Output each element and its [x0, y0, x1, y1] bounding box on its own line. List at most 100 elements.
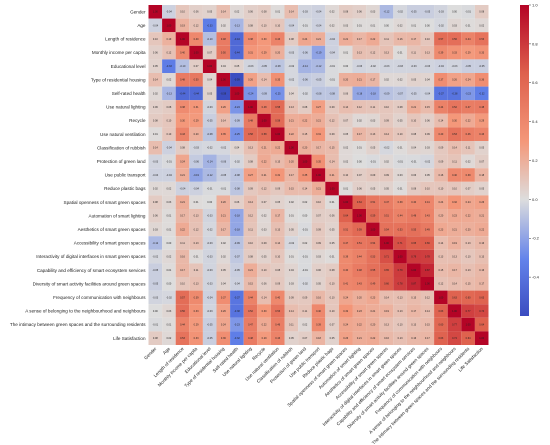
cell-value-label: 0.29: [262, 52, 267, 55]
heatmap-cell: [202, 290, 217, 305]
heatmap-cell: [474, 290, 489, 305]
cell-value-label: -0.38: [452, 92, 458, 95]
row-label-accessibility-of-smart-green-spaces: Accessibility of smart green spaces: [74, 241, 146, 246]
heatmap-cell: [366, 154, 380, 169]
heatmap-cell: [366, 181, 380, 196]
cell-value-label: 0.65: [411, 242, 416, 245]
heatmap-cell: [243, 317, 258, 332]
cell-value-label: -0.03: [248, 65, 254, 68]
heatmap-cell: [420, 100, 435, 114]
cell-value-label: -0.25: [234, 133, 240, 136]
heatmap-cell: [284, 18, 299, 33]
cell-value-label: -0.05: [316, 79, 322, 82]
cell-value-label: 0.63: [438, 310, 443, 313]
heatmap-cell: [393, 249, 407, 264]
heatmap-cell: [298, 168, 312, 182]
cell-value-label: 0.71: [384, 256, 389, 259]
cell-value-label: 0.02: [262, 215, 267, 218]
cell-value-label: 0.11: [371, 106, 376, 109]
cell-value-label: 0.77: [452, 324, 457, 327]
heatmap-cell: [202, 127, 217, 141]
cell-value-label: -0.25: [275, 92, 281, 95]
heatmap-cell: [338, 195, 353, 209]
heatmap-cell: [393, 317, 407, 332]
heatmap-cell: [202, 141, 217, 155]
cell-value-label: 0.06: [153, 215, 158, 218]
heatmap-cell: [148, 222, 163, 237]
heatmap-cell: [189, 86, 203, 101]
heatmap-cell: [474, 32, 489, 46]
cell-value-label: 0.02: [289, 201, 294, 204]
heatmap-cell: [420, 317, 435, 332]
heatmap-cell: [311, 222, 326, 237]
cell-value-label: 0.05: [289, 337, 294, 340]
heatmap-cell: [202, 222, 217, 237]
heatmap-cell: [352, 154, 367, 169]
cell-value-label: 0.03: [289, 283, 294, 286]
heatmap-cell: [434, 331, 448, 345]
cell-value-label: 0.22: [466, 215, 471, 218]
cell-value-label: 0.05: [398, 120, 403, 123]
cell-value-label: 0.10: [425, 188, 430, 191]
heatmap-cell: [270, 331, 285, 345]
colorbar-tick-label: 0.6: [532, 80, 538, 85]
heatmap-cell: [230, 5, 244, 19]
heatmap-cell: [366, 5, 380, 19]
heatmap-cell: [325, 331, 339, 345]
cell-value-label: 0.65: [384, 269, 389, 272]
cell-value-label: -0.18: [356, 92, 362, 95]
heatmap-cell: [406, 113, 421, 128]
heatmap-cell: [284, 290, 299, 305]
cell-value-label: 0.10: [275, 24, 280, 27]
cell-value-label: 0.15: [275, 160, 280, 163]
heatmap-cell: [148, 5, 163, 19]
cell-value-label: 0.15: [425, 324, 430, 327]
cell-value-label: -0.05: [152, 283, 158, 286]
heatmap-cell: [366, 168, 380, 182]
heatmap-cell: [379, 86, 394, 101]
heatmap-cell: [447, 209, 462, 223]
heatmap-cell: [243, 236, 258, 250]
heatmap-cell: [434, 127, 448, 141]
cell-value-label: 0.01: [166, 215, 171, 218]
cell-value-label: 0.06: [357, 188, 362, 191]
cell-value-label: 0.41: [343, 283, 348, 286]
heatmap-cell: [257, 113, 271, 128]
cell-value-label: 0.06: [330, 215, 335, 218]
cell-value-label: 0.00: [452, 11, 457, 14]
cell-value-label: 0.60: [466, 296, 471, 299]
colorbar: 1.0 0.8 0.6 0.4 0.2 0.0 -0.2 -0.4: [520, 2, 540, 316]
cell-value-label: -0.05: [424, 11, 430, 14]
heatmap-cell: [257, 73, 271, 87]
heatmap-cell: [366, 236, 380, 250]
cell-value-label: 0.40: [452, 174, 457, 177]
heatmap-cell: [311, 209, 326, 223]
heatmap-cell: [406, 168, 421, 182]
heatmap-cell: [230, 317, 244, 332]
cell-value-label: -0.09: [234, 242, 240, 245]
heatmap-cell: [447, 195, 462, 209]
cell-value-label: 0.03: [343, 24, 348, 27]
heatmap-cell: [298, 86, 312, 101]
cell-value-label: -0.08: [316, 92, 322, 95]
heatmap-cell: [352, 290, 367, 305]
cell-value-label: 0.59: [357, 228, 362, 231]
heatmap-cell: [189, 100, 203, 114]
cell-value-label: 0.47: [466, 106, 471, 109]
heatmap-cell: [474, 249, 489, 264]
cell-value-label: 0.09: [275, 188, 280, 191]
heatmap-cell: [434, 317, 448, 332]
cell-value-label: 0.48: [180, 79, 185, 82]
cell-value-label: 0.13: [411, 324, 416, 327]
cell-value-label: 0.03: [370, 120, 375, 123]
cell-value-label: -0.03: [207, 106, 213, 109]
heatmap-cell: [474, 304, 489, 318]
cell-value-label: 1.00: [398, 256, 403, 259]
cell-value-label: 0.20: [221, 201, 226, 204]
row-label-educational-level: Educational level: [111, 64, 146, 69]
cell-value-label: 0.13: [370, 133, 375, 136]
heatmap-cell: [366, 141, 380, 155]
cell-value-label: 0.08: [262, 11, 267, 14]
cell-value-label: 0.06: [248, 11, 253, 14]
cell-value-label: 0.58: [275, 120, 280, 123]
